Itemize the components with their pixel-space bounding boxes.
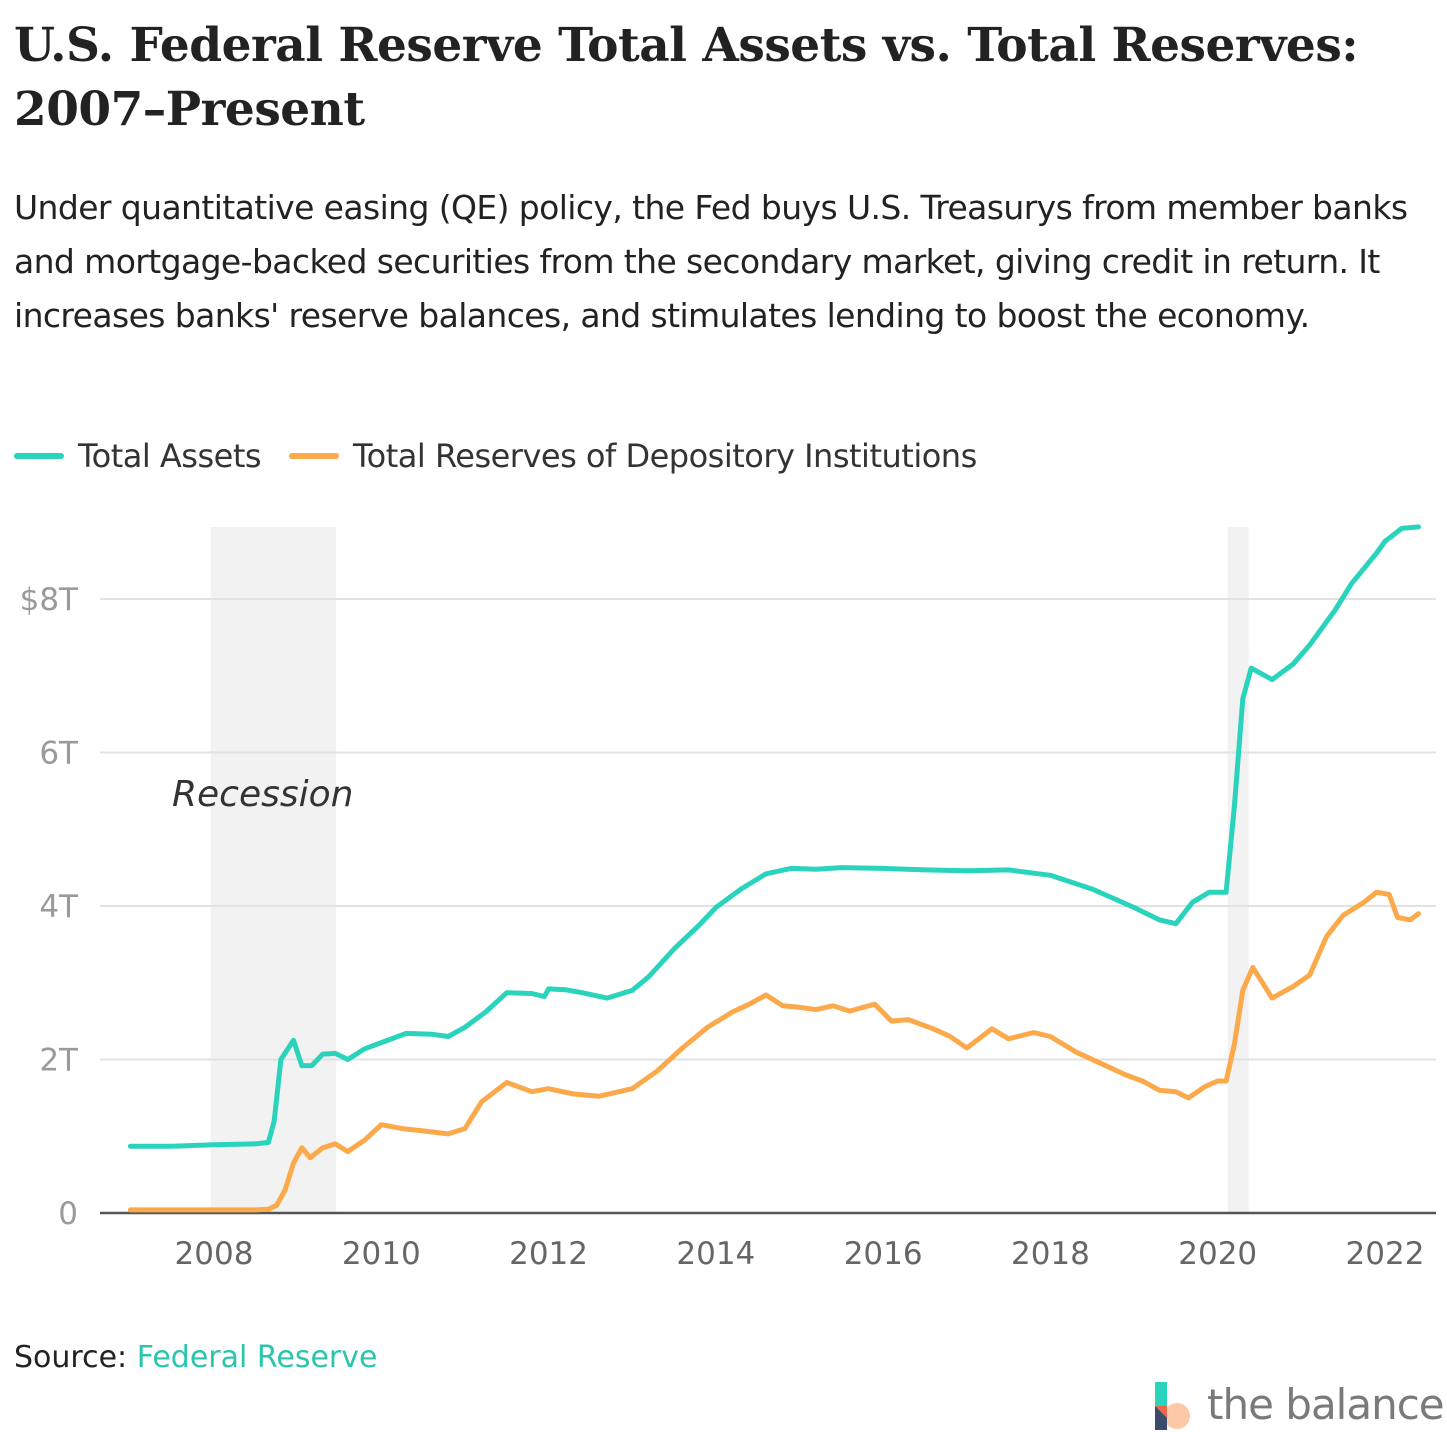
- x-tick-label: 2020: [1178, 1236, 1257, 1272]
- legend-label-total-reserves: Total Reserves of Depository Institution…: [353, 437, 977, 475]
- y-tick-label: 6T: [39, 736, 79, 772]
- source-label: Source:: [14, 1340, 128, 1375]
- source-link[interactable]: Federal Reserve: [136, 1340, 378, 1375]
- legend-item-total-assets: Total Assets: [14, 437, 262, 475]
- x-tick-label: 2008: [175, 1236, 254, 1272]
- recession-band: [210, 527, 337, 1213]
- recession-band: [1227, 527, 1249, 1213]
- brand-name: the balance: [1207, 1380, 1445, 1429]
- legend-swatch-total-assets: [14, 453, 64, 459]
- chart-title: U.S. Federal Reserve Total Assets vs. To…: [14, 18, 1359, 137]
- legend-label-total-assets: Total Assets: [78, 437, 262, 475]
- y-tick-label: $8T: [20, 582, 79, 618]
- y-tick-label: 4T: [39, 889, 79, 925]
- x-tick-label: 2016: [844, 1236, 923, 1272]
- legend-item-total-reserves: Total Reserves of Depository Institution…: [289, 437, 977, 475]
- chart-subtitle: Under quantitative easing (QE) policy, t…: [14, 188, 1408, 335]
- recession-label: Recession: [172, 774, 353, 815]
- series-line-total-reserves: [127, 889, 1421, 1213]
- source-line: Source: Federal Reserve: [14, 1340, 377, 1375]
- x-tick-label: 2010: [342, 1236, 421, 1272]
- x-tick-label: 2018: [1011, 1236, 1090, 1272]
- y-tick-label: 2T: [39, 1043, 79, 1079]
- line-chart: 0 2T 4T 6T $8T 2008 2010 2012 2014 2016 2018 2020 20…: [20, 524, 1436, 1272]
- x-tick-label: 2014: [676, 1236, 755, 1272]
- brand-logo: the balance: [1153, 1380, 1445, 1432]
- x-tick-label: 2022: [1346, 1236, 1425, 1272]
- legend-swatch-total-reserves: [289, 453, 340, 459]
- legend: Total Assets Total Reserves of Depositor…: [14, 436, 1005, 476]
- brand-logo-icon: [1155, 1382, 1190, 1430]
- series-line-total-assets: [127, 524, 1421, 1149]
- y-tick-label: 0: [58, 1196, 78, 1232]
- x-tick-label: 2012: [509, 1236, 588, 1272]
